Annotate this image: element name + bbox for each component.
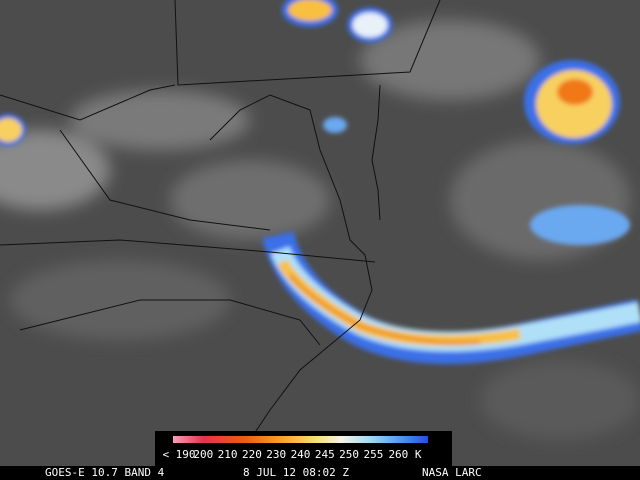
coastline [371,84,381,221]
colorbar-label: < 190 [162,448,195,461]
colorbar-label: 240 [291,448,311,461]
storm-core [557,79,593,105]
band-orange [288,273,481,345]
borders [0,0,441,441]
cloud [70,90,250,150]
cloud [360,20,540,100]
cell [323,117,347,133]
cell [347,7,393,43]
colorbar-label: 200 [193,448,213,461]
colorbar-label: 250 [339,448,359,461]
colorbar [173,436,428,443]
colorbar-label: 255 [363,448,383,461]
state-border [59,129,271,231]
footer-time: 8 JUL 12 08:02 Z [243,466,349,479]
colorbar-label: 220 [242,448,262,461]
colorbar-label: 260 K [388,448,421,461]
colorbar-label: 230 [266,448,286,461]
cloud [10,260,230,340]
coastline [249,109,373,441]
colorbar-label: 210 [218,448,238,461]
cloud [480,360,640,440]
cell [282,0,338,27]
state-border [174,0,441,86]
footer-source: NASA LARC [422,466,482,479]
cell [530,205,630,245]
state-border [19,299,321,346]
cold-cloud-tops [0,0,640,364]
footer-instrument: GOES-E 10.7 BAND 4 [45,466,165,479]
cloud [170,160,330,240]
cloud [0,130,110,210]
colorbar-label: 245 [315,448,335,461]
cell [0,114,26,146]
footer [0,466,640,480]
state-border [0,239,376,263]
state-border [0,84,311,141]
